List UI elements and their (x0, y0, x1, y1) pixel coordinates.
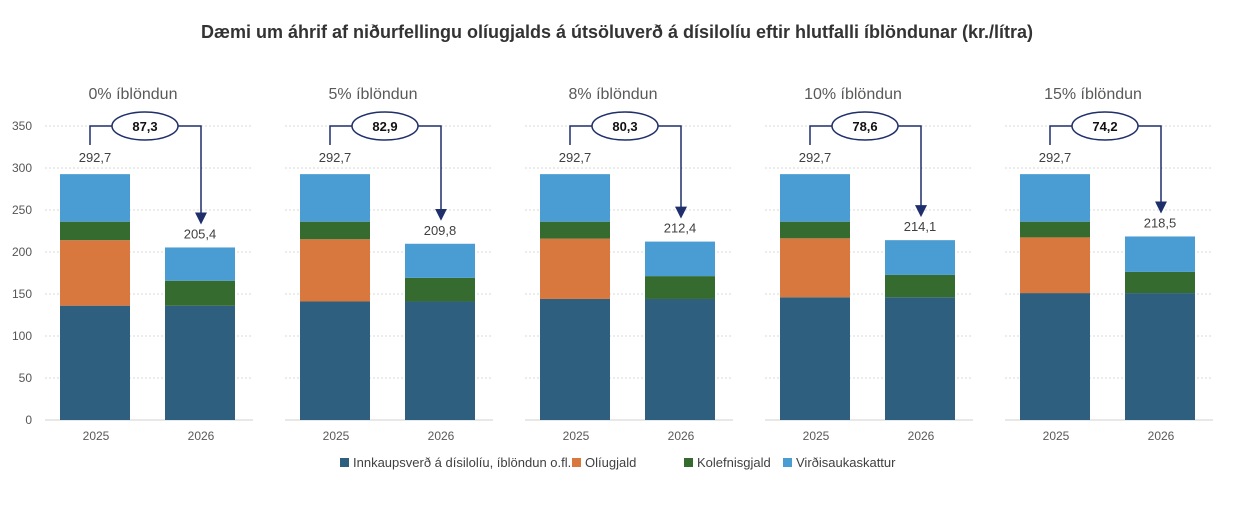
y-tick-label: 100 (12, 329, 32, 343)
x-tick-label: 2025 (323, 429, 350, 443)
bar-segment-virðisaukaskattur (165, 247, 235, 281)
total-data-label: 205,4 (184, 226, 217, 241)
legend-label: Kolefnisgjald (697, 455, 771, 470)
panel-title: 10% íblöndun (804, 86, 902, 103)
total-data-label: 292,7 (799, 150, 832, 165)
reduction-arrow (658, 125, 687, 219)
bar-segment-innkaupsverð (300, 301, 370, 420)
bar-segment-kolefnisgjald (60, 221, 130, 241)
x-tick-label: 2026 (428, 429, 455, 443)
reduction-arrow (1138, 125, 1167, 214)
y-tick-label: 50 (19, 371, 33, 385)
bar-segment-olíugjald (300, 239, 370, 302)
bar-segment-innkaupsverð (1125, 293, 1195, 420)
reduction-label: 74,2 (1092, 119, 1117, 134)
x-tick-label: 2025 (563, 429, 590, 443)
total-data-label: 209,8 (424, 223, 457, 238)
y-tick-label: 150 (12, 287, 32, 301)
bracket-line (569, 125, 592, 145)
reduction-ellipse (1071, 111, 1139, 141)
panel-title: 8% íblöndun (569, 86, 658, 103)
x-tick-label: 2025 (803, 429, 830, 443)
reduction-ellipse (111, 111, 179, 141)
bar-segment-virðisaukaskattur (645, 241, 715, 277)
total-data-label: 292,7 (319, 150, 352, 165)
bar-segment-virðisaukaskattur (300, 174, 370, 222)
reduction-label: 80,3 (612, 119, 637, 134)
bar-segment-innkaupsverð (405, 301, 475, 420)
reduction-label: 78,6 (852, 119, 877, 134)
legend-swatch (340, 458, 349, 467)
total-data-label: 218,5 (1144, 215, 1177, 230)
reduction-arrow (898, 125, 927, 218)
y-tick-label: 300 (12, 161, 32, 175)
bracket-line (89, 125, 112, 145)
reduction-arrow (178, 125, 207, 225)
y-tick-label: 250 (12, 203, 32, 217)
reduction-arrow (418, 125, 447, 221)
total-data-label: 292,7 (1039, 150, 1072, 165)
bar-segment-innkaupsverð (165, 305, 235, 420)
chart-title: Dæmi um áhrif af niðurfellingu olíugjald… (200, 22, 1034, 42)
total-data-label: 292,7 (559, 150, 592, 165)
reduction-label: 87,3 (132, 119, 157, 134)
reduction-ellipse (831, 111, 899, 141)
bar-segment-olíugjald (780, 238, 850, 298)
bar-segment-virðisaukaskattur (885, 240, 955, 275)
bar-segment-olíugjald (1020, 237, 1090, 294)
x-tick-label: 2026 (908, 429, 935, 443)
legend-label: Olíugjald (585, 455, 636, 470)
bar-segment-kolefnisgjald (405, 277, 475, 302)
reduction-label: 82,9 (372, 119, 397, 134)
bar-segment-innkaupsverð (60, 305, 130, 420)
legend-label: Virðisaukaskattur (796, 455, 896, 470)
panel-title: 0% íblöndun (89, 86, 178, 103)
bracket-line (1049, 125, 1072, 145)
legend-label: Innkaupsverð á dísilolíu, íblöndun o.fl. (353, 455, 571, 470)
bar-segment-virðisaukaskattur (405, 243, 475, 278)
bar-segment-kolefnisgjald (645, 276, 715, 299)
bar-segment-virðisaukaskattur (1125, 236, 1195, 272)
bar-segment-innkaupsverð (885, 297, 955, 420)
bar-segment-virðisaukaskattur (540, 174, 610, 222)
bar-segment-kolefnisgjald (165, 280, 235, 306)
y-tick-label: 0 (25, 413, 32, 427)
total-data-label: 212,4 (664, 221, 697, 236)
x-tick-label: 2026 (188, 429, 215, 443)
x-tick-label: 2025 (1043, 429, 1070, 443)
bracket-line (329, 125, 352, 145)
bar-segment-innkaupsverð (645, 298, 715, 420)
total-data-label: 214,1 (904, 219, 937, 234)
y-tick-label: 200 (12, 245, 32, 259)
bar-segment-kolefnisgjald (300, 221, 370, 240)
reduction-ellipse (351, 111, 419, 141)
bar-segment-kolefnisgjald (780, 221, 850, 239)
y-tick-label: 350 (12, 119, 32, 133)
bar-segment-olíugjald (540, 238, 610, 299)
bar-segment-innkaupsverð (1020, 293, 1090, 420)
total-data-label: 292,7 (79, 150, 112, 165)
bar-segment-olíugjald (60, 240, 130, 306)
bracket-line (809, 125, 832, 145)
legend-swatch (783, 458, 792, 467)
legend-swatch (572, 458, 581, 467)
bar-segment-innkaupsverð (540, 298, 610, 420)
bar-segment-innkaupsverð (780, 297, 850, 420)
x-tick-label: 2026 (668, 429, 695, 443)
bar-segment-kolefnisgjald (1125, 271, 1195, 294)
bar-segment-virðisaukaskattur (780, 174, 850, 222)
bar-segment-kolefnisgjald (885, 274, 955, 298)
x-tick-label: 2025 (83, 429, 110, 443)
bar-segment-kolefnisgjald (540, 221, 610, 239)
reduction-ellipse (591, 111, 659, 141)
bar-segment-kolefnisgjald (1020, 221, 1090, 238)
x-tick-label: 2026 (1148, 429, 1175, 443)
panel-title: 5% íblöndun (329, 86, 418, 103)
panel-title: 15% íblöndun (1044, 86, 1142, 103)
bar-segment-virðisaukaskattur (60, 174, 130, 222)
legend-swatch (684, 458, 693, 467)
bar-segment-virðisaukaskattur (1020, 174, 1090, 222)
